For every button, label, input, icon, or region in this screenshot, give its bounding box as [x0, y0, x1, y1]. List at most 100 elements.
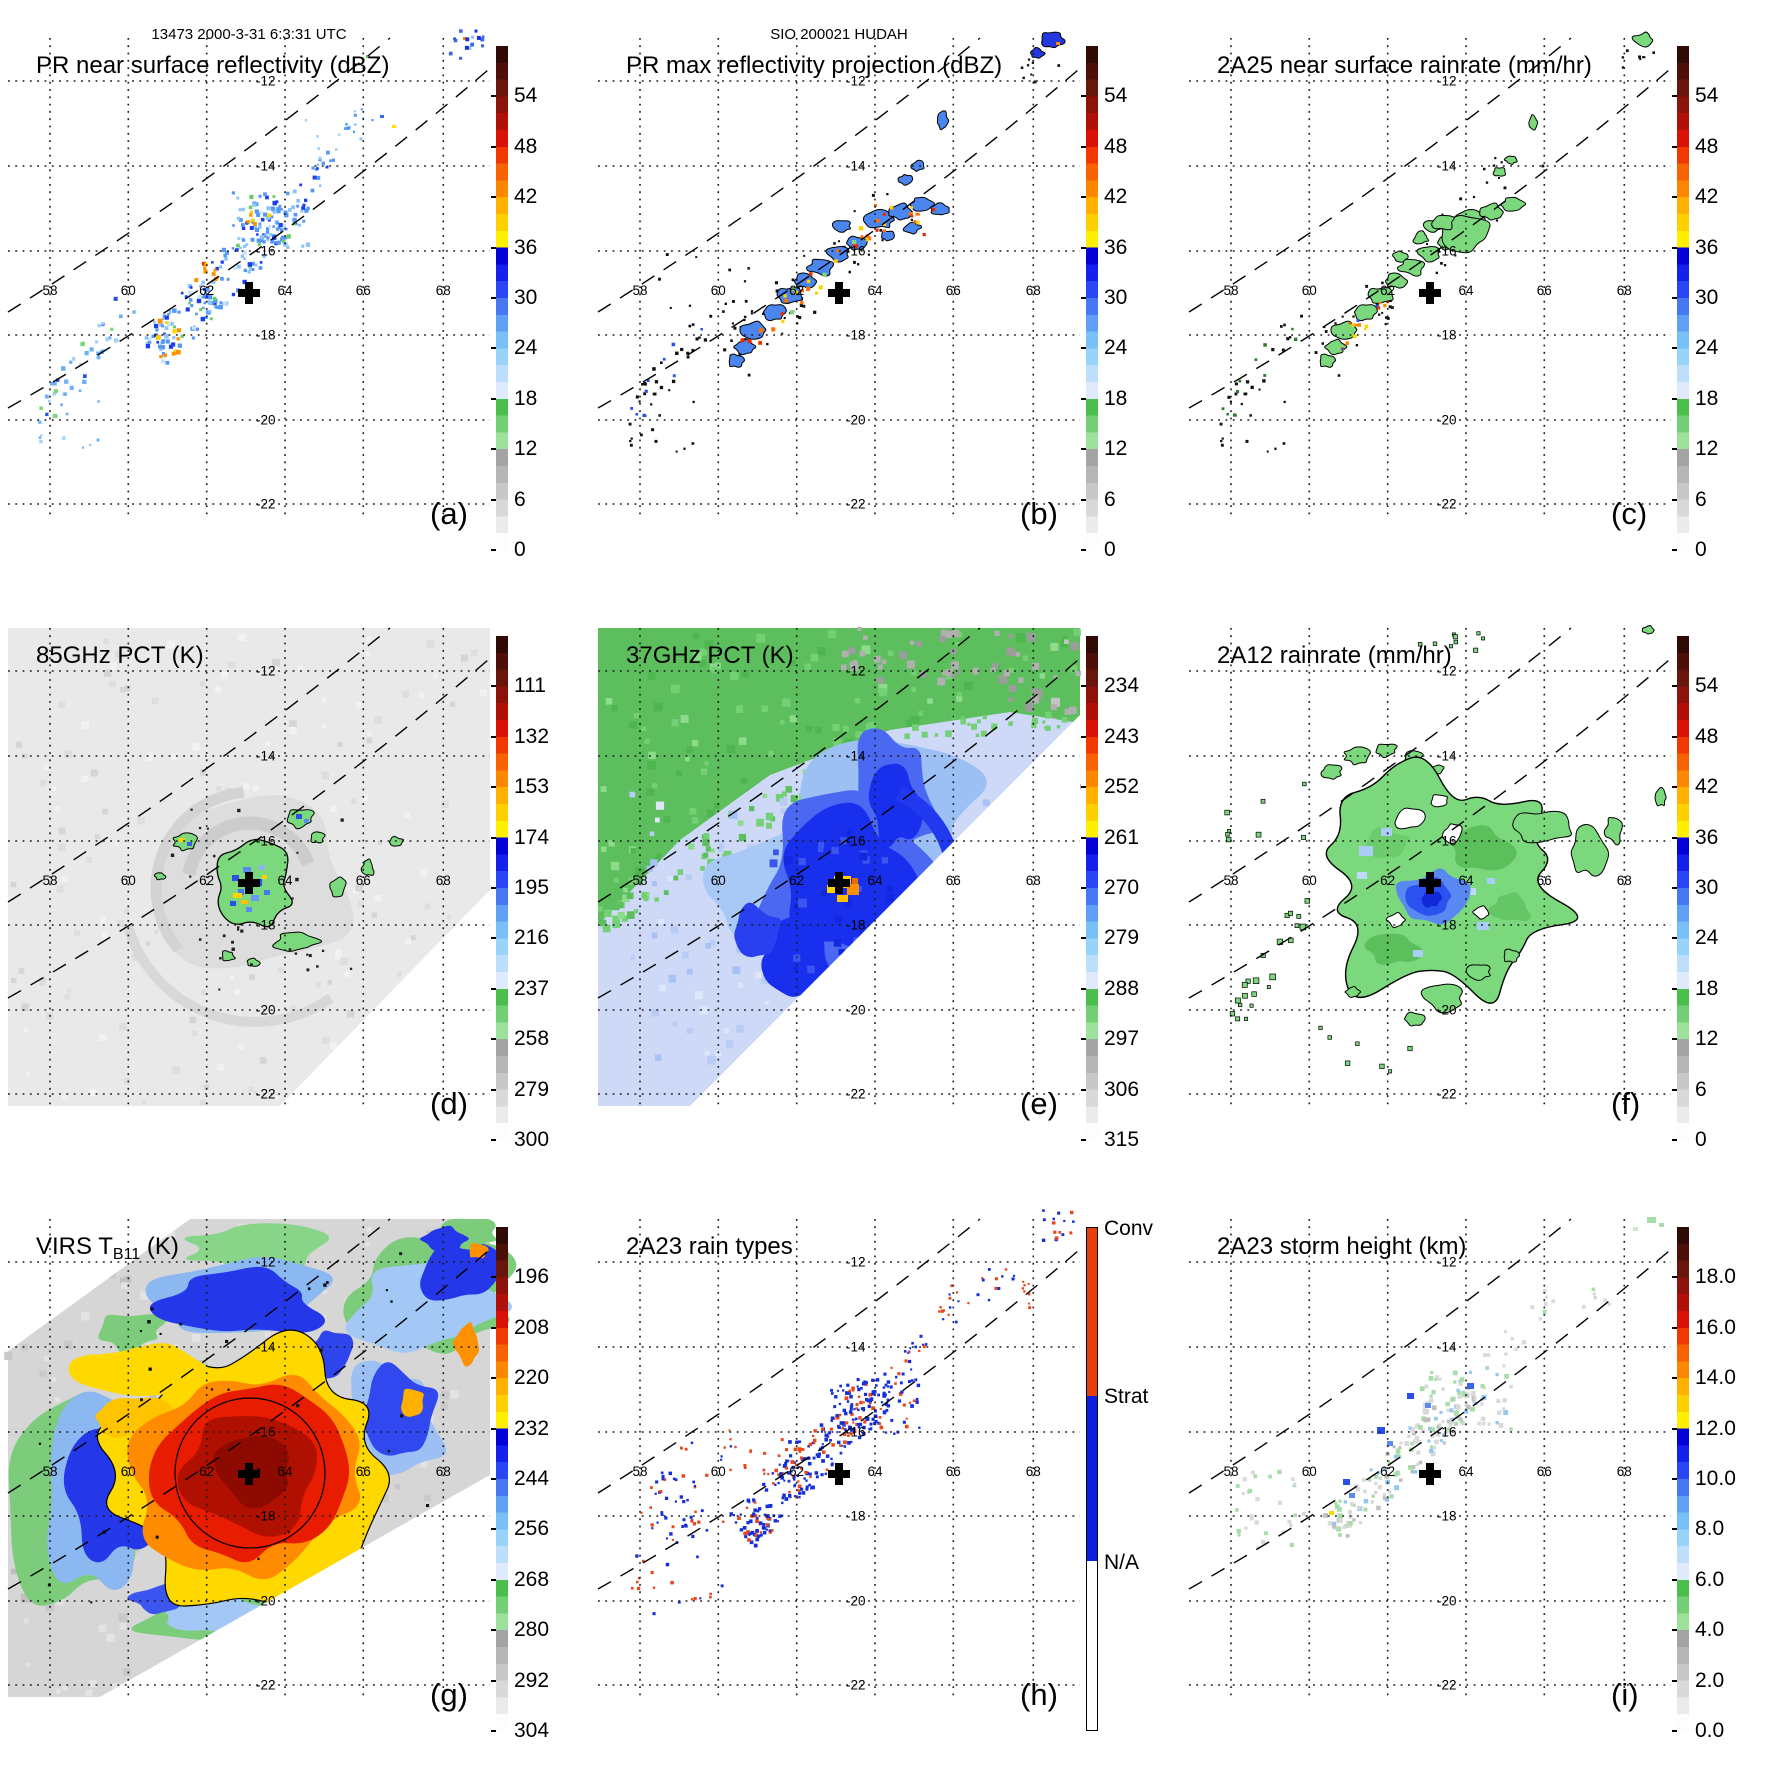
grid-layer: 58 60 62 64 66 68 -12 -14 -16 -18 -20 -22 [597, 627, 1080, 1106]
colorbar-tick-label: 288 [1104, 976, 1140, 1000]
grid-layer: 58 60 62 64 66 68 -12 -14 -16 -18 -20 -22 [7, 627, 490, 1106]
colorbar-tick [1672, 1276, 1677, 1279]
svg-text:62: 62 [1380, 1464, 1395, 1479]
raster-layer [1224, 625, 1667, 1074]
colorbar-tick-label: 48 [1695, 724, 1719, 748]
svg-text:-14: -14 [1437, 159, 1457, 174]
colorbar-tick-label: 0.0 [1695, 1719, 1725, 1742]
rain-type-label: Conv [1104, 1217, 1154, 1240]
grid-layer: 58 60 62 64 66 68 -12 -14 -16 -18 -20 -22 [597, 37, 1080, 516]
colorbar-tick-label: 232 [514, 1416, 550, 1440]
svg-text:-16: -16 [256, 244, 276, 259]
colorbar-tick-label: 36 [514, 235, 538, 259]
colorbar-tick [1672, 347, 1677, 350]
svg-text:-22: -22 [1437, 1678, 1457, 1693]
colorbar-tick-label: 0 [514, 538, 526, 561]
colorbar-tick [1672, 1427, 1677, 1430]
colorbar-tick-label: 30 [1695, 286, 1719, 309]
map-c: 58 60 62 64 66 68 -12 -14 -16 -18 -20 -22 [1188, 31, 1671, 516]
colorbar-tick [1081, 196, 1086, 199]
colorbar-tick [491, 987, 496, 990]
colorbar-tick-label: 174 [514, 825, 550, 849]
svg-text:-16: -16 [1437, 244, 1457, 259]
colorbar-tick [491, 1629, 496, 1632]
colorbar-tick [491, 397, 496, 400]
colorbar-tick-label: 48 [1104, 134, 1128, 158]
colorbar-tick [1672, 1578, 1677, 1581]
svg-text:-16: -16 [846, 1425, 866, 1440]
colorbar-tick [1672, 1478, 1677, 1480]
svg-text:60: 60 [121, 1464, 136, 1479]
colorbar-tick [1672, 685, 1677, 688]
svg-text:58: 58 [1223, 873, 1238, 888]
colorbar-tick-label: 0 [1695, 538, 1707, 561]
svg-text:-22: -22 [846, 497, 866, 512]
svg-text:-16: -16 [846, 834, 866, 849]
colorbar-tick-label: 14.0 [1695, 1366, 1736, 1390]
colorbar-tick [491, 549, 496, 551]
colorbar-g [496, 1227, 508, 1731]
colorbar-tick-label: 24 [514, 336, 538, 360]
svg-text:60: 60 [121, 873, 136, 888]
colorbar-tick [1081, 297, 1086, 299]
svg-text:60: 60 [1302, 283, 1317, 298]
colorbar-tick-label: 270 [1104, 876, 1140, 899]
svg-text:-18: -18 [256, 1509, 276, 1524]
svg-text:-18: -18 [1437, 328, 1457, 343]
colorbar-tick [1081, 1038, 1086, 1041]
colorbar-tick-label: 315 [1104, 1128, 1140, 1151]
svg-text:62: 62 [789, 1464, 804, 1479]
svg-text:64: 64 [277, 1464, 293, 1479]
colorbar-tick [1672, 549, 1677, 551]
storm-center-marker [828, 872, 850, 894]
colorbar-tick-label: 12.0 [1695, 1416, 1736, 1440]
colorbar-tick [1081, 95, 1086, 98]
svg-text:-22: -22 [846, 1087, 866, 1102]
svg-text:64: 64 [1458, 283, 1474, 298]
storm-id-header: SIO 200021 HUDAH [770, 26, 908, 43]
svg-text:66: 66 [1537, 1464, 1552, 1479]
svg-text:-12: -12 [256, 1255, 276, 1270]
colorbar-tick [1672, 145, 1677, 148]
svg-text:60: 60 [711, 1464, 726, 1479]
svg-text:58: 58 [1223, 1464, 1238, 1479]
colorbar-tick [491, 95, 496, 98]
svg-text:-18: -18 [1437, 1509, 1457, 1524]
colorbar-tick-label: 237 [514, 976, 550, 1000]
panel-letter: (i) [1611, 1677, 1639, 1712]
svg-text:68: 68 [1026, 873, 1041, 888]
colorbar-e [1086, 636, 1098, 1140]
grid-layer: 58 60 62 64 66 68 -12 -14 -16 -18 -20 -22 [7, 37, 490, 516]
colorbar-tick-label: 252 [1104, 775, 1140, 799]
svg-text:68: 68 [1026, 283, 1041, 298]
colorbar-tick [1081, 937, 1086, 940]
raster-layer [631, 1209, 1075, 1616]
panel-letter: (e) [1020, 1086, 1058, 1121]
colorbar-tick-label: 36 [1695, 235, 1719, 259]
svg-text:64: 64 [867, 873, 883, 888]
colorbar-tick [491, 196, 496, 199]
colorbar-tick-label: 42 [514, 185, 538, 209]
svg-text:62: 62 [199, 283, 214, 298]
svg-text:66: 66 [1537, 283, 1552, 298]
colorbar-tick-label: 18 [1695, 386, 1719, 410]
colorbar-tick [491, 1730, 496, 1732]
svg-text:-16: -16 [256, 834, 276, 849]
colorbar-tick-label: 280 [514, 1618, 550, 1642]
svg-text:62: 62 [789, 283, 804, 298]
colorbar-tick-label: 2.0 [1695, 1668, 1725, 1692]
panel-title: 37GHz PCT (K) [626, 642, 794, 669]
panel-e: 58 60 62 64 66 68 -12 -14 -16 -18 -20 -22 37GHz PCT … [590, 590, 1180, 1180]
panel-title: PR near surface reflectivity (dBZ) [36, 52, 390, 79]
raster-layer [597, 626, 1081, 1106]
svg-text:68: 68 [1617, 283, 1632, 298]
storm-center-marker [1419, 872, 1441, 894]
colorbar-tick-label: 48 [514, 134, 538, 158]
svg-text:-16: -16 [846, 244, 866, 259]
scene-id-header: 13473 2000-3-31 6:3:31 UTC [151, 26, 347, 43]
svg-text:-12: -12 [256, 664, 276, 679]
colorbar-tick [1081, 1139, 1086, 1141]
storm-center-marker [828, 282, 850, 304]
colorbar-tick-label: 111 [514, 674, 546, 698]
